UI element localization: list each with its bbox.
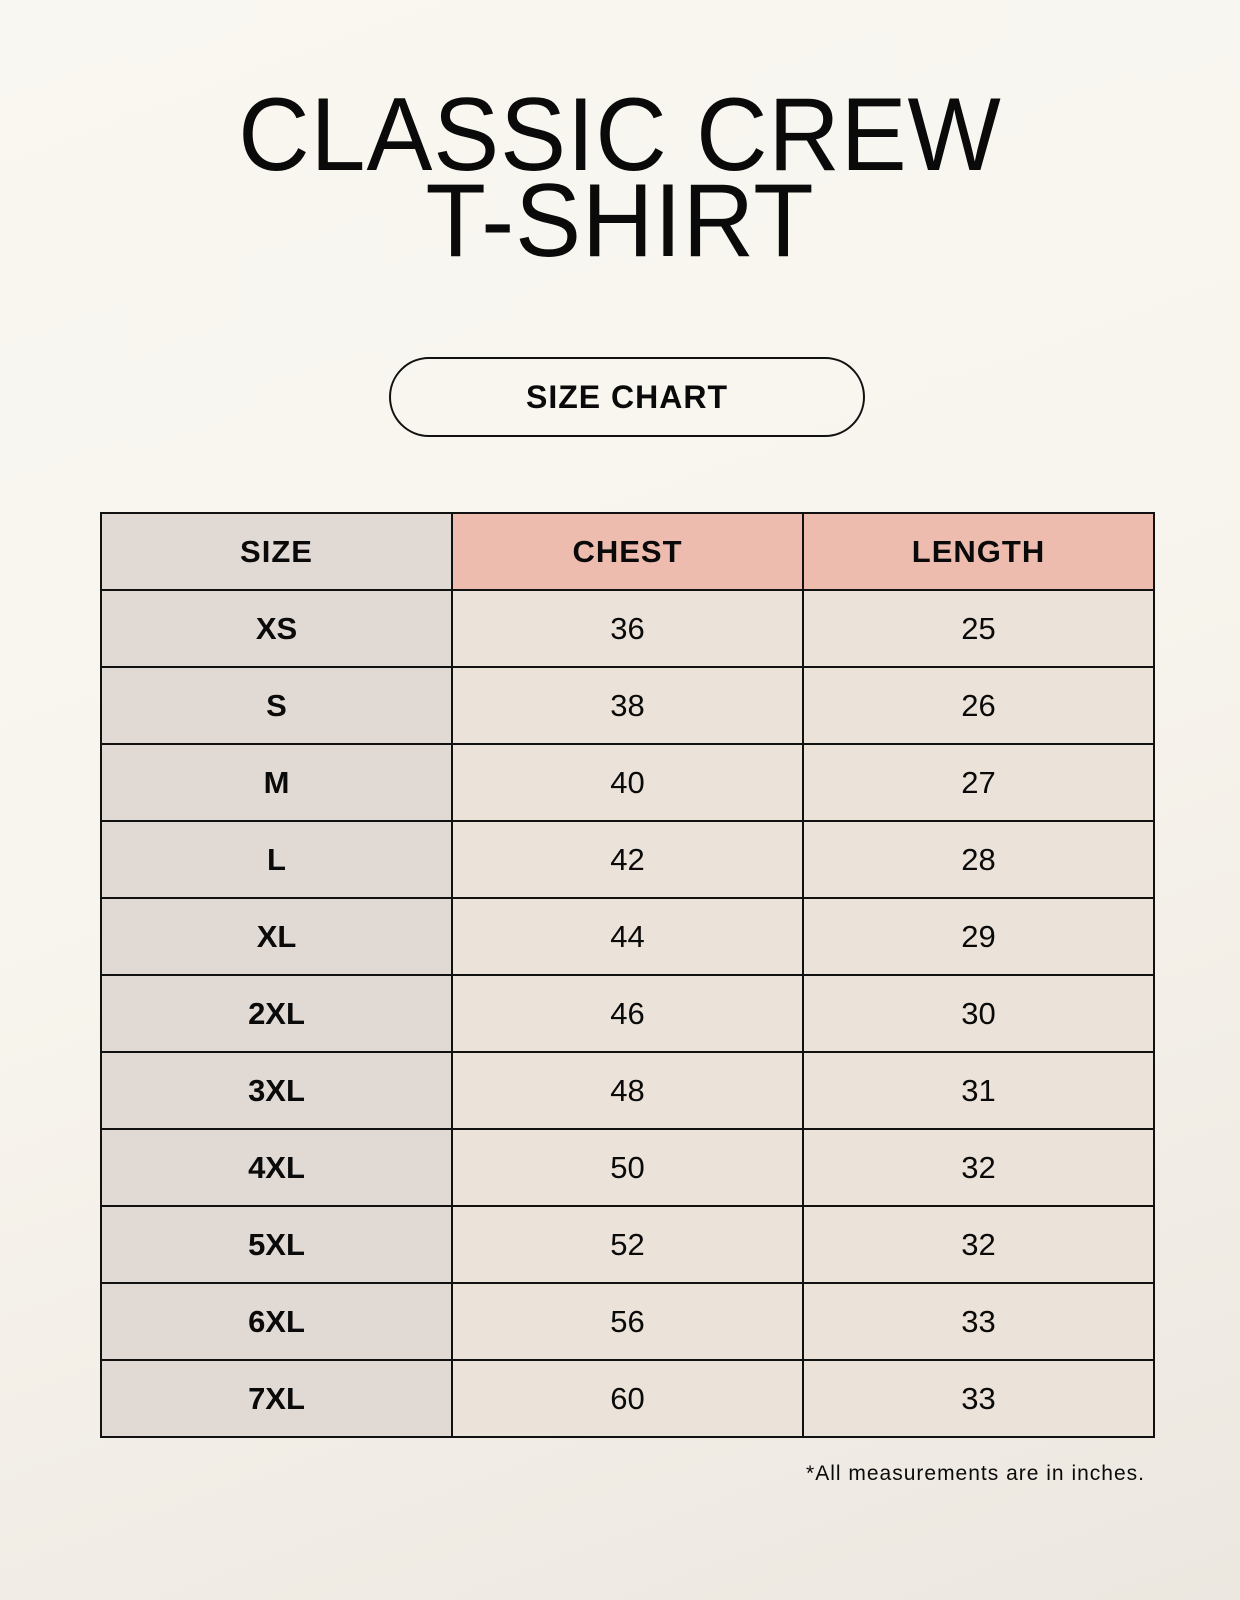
cell-size: XS [100, 589, 453, 668]
table-row: 7XL 60 33 [100, 1359, 1155, 1438]
table-row: L 42 28 [100, 820, 1155, 899]
cell-length: 27 [802, 743, 1155, 822]
cell-size: M [100, 743, 453, 822]
cell-length: 29 [802, 897, 1155, 976]
cell-chest: 40 [451, 743, 804, 822]
title-line-2: T-SHIRT [425, 163, 815, 279]
size-chart-badge: SIZE CHART [389, 357, 865, 437]
table-row: XL 44 29 [100, 897, 1155, 976]
cell-length: 31 [802, 1051, 1155, 1130]
cell-chest: 46 [451, 974, 804, 1053]
header-chest: CHEST [451, 512, 804, 591]
cell-size: XL [100, 897, 453, 976]
cell-chest: 44 [451, 897, 804, 976]
cell-size: 4XL [100, 1128, 453, 1207]
cell-size: L [100, 820, 453, 899]
cell-chest: 38 [451, 666, 804, 745]
cell-length: 26 [802, 666, 1155, 745]
cell-size: 2XL [100, 974, 453, 1053]
cell-chest: 50 [451, 1128, 804, 1207]
table-row: 4XL 50 32 [100, 1128, 1155, 1207]
cell-size: 6XL [100, 1282, 453, 1361]
cell-chest: 36 [451, 589, 804, 668]
table-row: S 38 26 [100, 666, 1155, 745]
table-header-row: SIZE CHEST LENGTH [100, 512, 1155, 591]
cell-size: 7XL [100, 1359, 453, 1438]
cell-chest: 52 [451, 1205, 804, 1284]
cell-length: 33 [802, 1282, 1155, 1361]
table-row: 2XL 46 30 [100, 974, 1155, 1053]
cell-length: 33 [802, 1359, 1155, 1438]
cell-chest: 42 [451, 820, 804, 899]
cell-chest: 48 [451, 1051, 804, 1130]
header-size: SIZE [100, 512, 453, 591]
cell-length: 25 [802, 589, 1155, 668]
cell-length: 30 [802, 974, 1155, 1053]
footnote: *All measurements are in inches. [806, 1462, 1145, 1485]
cell-length: 32 [802, 1205, 1155, 1284]
cell-chest: 56 [451, 1282, 804, 1361]
cell-length: 28 [802, 820, 1155, 899]
table-row: 3XL 48 31 [100, 1051, 1155, 1130]
table-row: 5XL 52 32 [100, 1205, 1155, 1284]
page-title: CLASSIC CREW T-SHIRT [31, 77, 1209, 279]
table-row: M 40 27 [100, 743, 1155, 822]
cell-size: 3XL [100, 1051, 453, 1130]
cell-chest: 60 [451, 1359, 804, 1438]
table-row: XS 36 25 [100, 589, 1155, 668]
table-row: 6XL 56 33 [100, 1282, 1155, 1361]
cell-size: 5XL [100, 1205, 453, 1284]
size-table: SIZE CHEST LENGTH XS 36 25 S 38 26 M 40 27 L 42 28 X… [100, 512, 1155, 1438]
header-length: LENGTH [802, 512, 1155, 591]
cell-length: 32 [802, 1128, 1155, 1207]
cell-size: S [100, 666, 453, 745]
title-line-1: CLASSIC CREW [238, 77, 1002, 193]
